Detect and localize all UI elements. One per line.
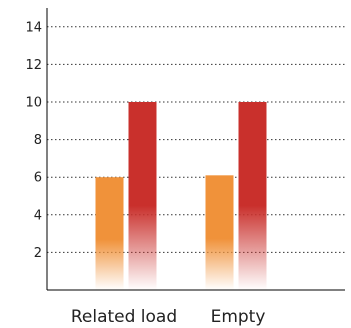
- axes: [46, 8, 345, 291]
- y-tick-label: 12: [25, 58, 42, 73]
- y-tick-label: 14: [25, 20, 42, 35]
- bar: [238, 102, 267, 290]
- x-category-label: Empty: [211, 307, 266, 327]
- y-tick-labels: 2 4 6 8 10 12 14: [25, 20, 42, 261]
- bar: [128, 102, 157, 290]
- grid-lines: [47, 26, 345, 253]
- y-tick-label: 4: [34, 208, 42, 223]
- x-category-labels: Related load Empty: [71, 307, 266, 327]
- bar: [205, 175, 234, 290]
- y-tick-label: 2: [34, 246, 42, 261]
- bar: [95, 177, 124, 290]
- y-tick-label: 6: [34, 171, 42, 186]
- x-category-label: Related load: [71, 307, 177, 327]
- bars: [95, 102, 267, 290]
- y-tick-label: 8: [34, 133, 42, 148]
- y-tick-label: 10: [25, 96, 42, 111]
